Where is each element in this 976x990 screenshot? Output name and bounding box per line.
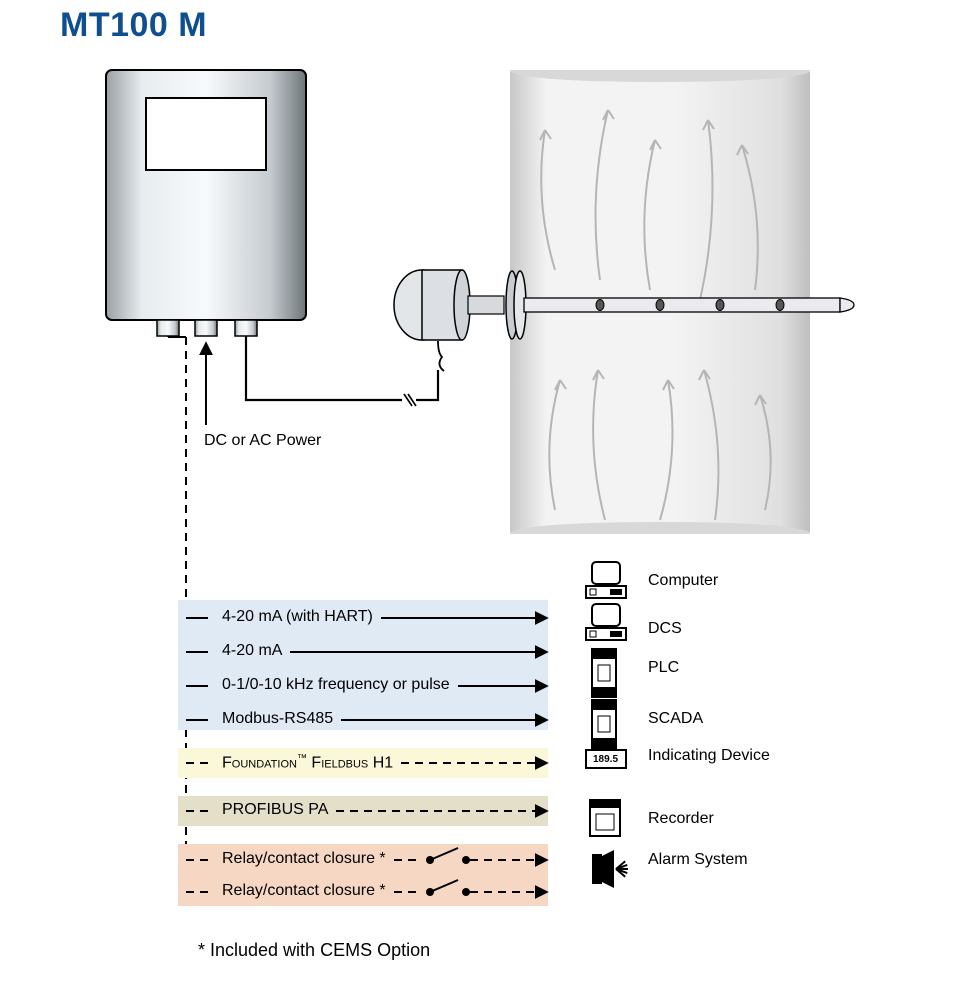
device-label: PLC <box>648 659 679 677</box>
device-label: Alarm System <box>648 850 738 869</box>
plc-icon <box>592 649 616 697</box>
transmitter-box <box>106 70 306 336</box>
device-label: DCS <box>648 620 682 638</box>
signal-label: 4-20 mA (with HART) <box>222 608 373 626</box>
signal-label: PROFIBUS PA <box>222 801 328 819</box>
computer-icon <box>586 562 626 598</box>
gas-duct <box>510 60 810 534</box>
plc-icon <box>592 700 616 748</box>
signal-label: Modbus-RS485 <box>222 710 333 728</box>
signal-label: 4-20 mA <box>222 642 282 660</box>
device-label: Indicating Device <box>648 746 738 765</box>
device-label: Recorder <box>648 810 714 828</box>
computer-icon <box>586 604 626 640</box>
device-label: Computer <box>648 572 718 590</box>
signal-label: Relay/contact closure * <box>222 850 386 868</box>
recorder-icon <box>590 800 620 836</box>
signal-label: Foundation™ Fieldbus H1 <box>222 753 393 772</box>
device-label: SCADA <box>648 710 703 728</box>
diagram-canvas <box>0 0 976 990</box>
indicator-value: 189.5 <box>593 754 618 765</box>
signal-label: 0-1/0-10 kHz frequency or pulse <box>222 676 450 694</box>
signal-label: Relay/contact closure * <box>222 882 386 900</box>
alarm-icon <box>592 850 628 888</box>
